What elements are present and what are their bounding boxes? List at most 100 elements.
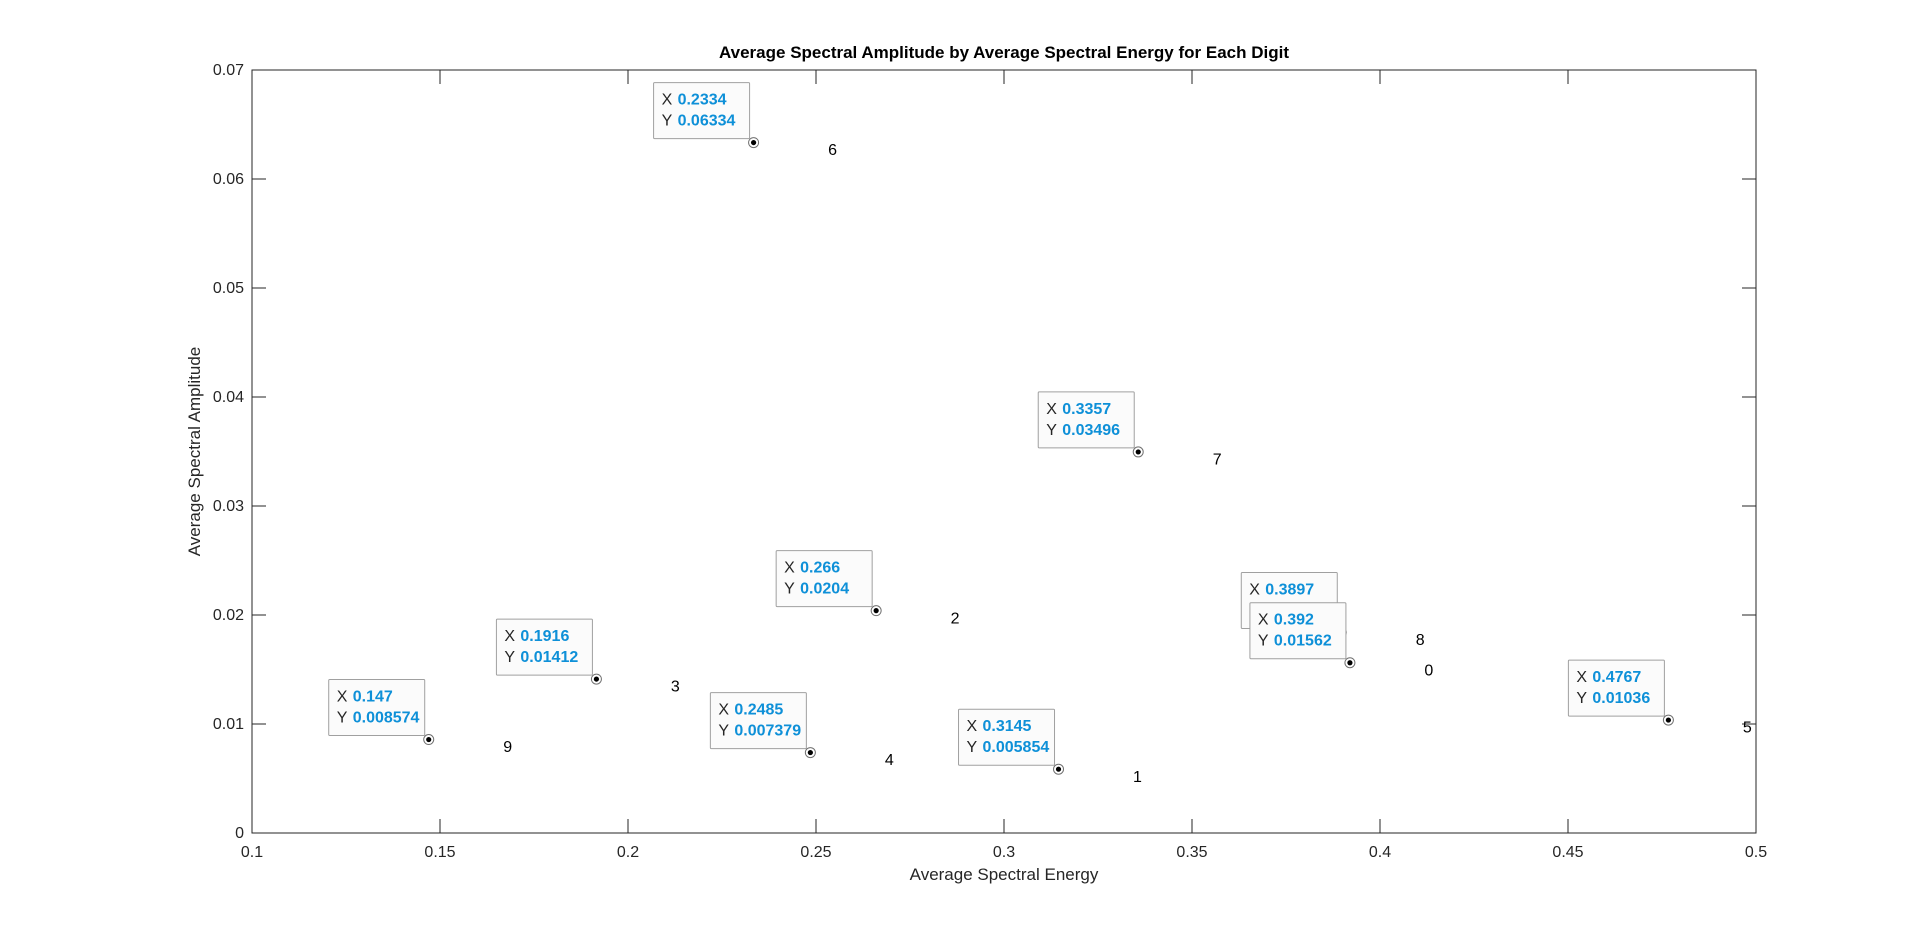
digit-label: 0 [1424,662,1433,679]
plot-box [251,69,1757,834]
datatip-x-value: 0.4767 [1592,669,1641,686]
datatip[interactable]: X 0.147 Y 0.008574 [328,679,435,746]
datatip-x-key: X [1046,401,1057,418]
y-tick-label: 0 [235,825,244,842]
datatip-box [653,82,751,140]
datatip[interactable]: X 0.3145 Y 0.005854 [958,708,1065,775]
digit-label: 8 [1416,632,1425,649]
datatip-x-key: X [1258,612,1269,629]
x-axis-title: Average Spectral Energy [910,865,1099,884]
datatip-y-key: Y [504,649,515,666]
x-tick-label: 0.4 [1369,844,1391,861]
chart-title: Average Spectral Amplitude by Average Sp… [719,43,1289,62]
datatip-y-key: Y [718,723,729,740]
datatip-y-key: Y [662,113,673,130]
x-tick-label: 0.25 [800,844,831,861]
datatip-x-value: 0.147 [353,689,393,706]
datatip-x-value: 0.3357 [1062,401,1111,418]
digit-label: 2 [951,610,960,627]
datatip-x-value: 0.2334 [678,92,727,109]
datatip-y-key: Y [337,710,348,727]
datatip-x-key: X [718,702,729,719]
x-tick-label: 0.15 [424,844,455,861]
datatip-box [328,679,426,737]
x-tick-label: 0.2 [617,844,639,861]
plot-axes: 0.1 0.15 0.2 0.25 0.3 0.35 0.4 0.45 0.5 0 0.01 0.02… [213,62,1767,861]
y-tick-label: 0.01 [213,716,244,733]
datatip-y-key: Y [1576,690,1587,707]
datatip[interactable]: X 0.266 Y 0.0204 [775,550,882,617]
y-tick-label: 0.06 [213,171,244,188]
datatip-x-key: X [504,628,515,645]
y-axis-title: Average Spectral Amplitude [185,347,204,556]
x-tick-label: 0.3 [993,844,1015,861]
datatip-x-value: 0.3145 [983,718,1032,735]
y-tick-label: 0.03 [213,498,244,515]
datatip-y-value: 0.0204 [800,581,849,598]
digit-label: 5 [1743,720,1752,737]
digit-label: 7 [1213,452,1222,469]
datatip-x-key: X [662,92,673,109]
datatip-x-value: 0.1916 [520,628,569,645]
datatip[interactable]: X 0.4767 Y 0.01036 [1567,659,1674,726]
datatip-y-value: 0.01412 [520,649,578,666]
datatip-y-key: Y [1046,422,1057,439]
datatip-x-value: 0.2485 [734,702,783,719]
x-tick-label: 0.5 [1745,844,1767,861]
datatip-box [1567,659,1665,717]
datatip-box [495,618,593,676]
y-tick-label: 0.05 [213,280,244,297]
data-point [873,608,879,614]
digit-label: 3 [671,679,680,696]
datatip-x-value: 0.266 [800,560,840,577]
datatip-box [709,692,807,750]
datatip[interactable]: X 0.2334 Y 0.06334 [653,82,760,149]
data-point [1055,766,1062,772]
data-point [807,749,813,756]
datatip[interactable]: X 0.2485 Y 0.007379 [709,692,816,759]
datatip[interactable]: X 0.3357 Y 0.03496 [1037,391,1144,458]
datatip-y-key: Y [784,581,795,598]
x-tick-label: 0.35 [1176,844,1207,861]
data-point [426,736,432,743]
data-point [1135,449,1141,455]
datatip-x-key: X [1576,669,1587,686]
data-point [1347,660,1353,666]
datatip-x-value: 0.392 [1274,612,1314,629]
plot-marks: 0 1 2 3 4 5 6 7 8 9 [503,142,1752,786]
y-tick-label: 0.02 [213,607,244,624]
x-tick-label: 0.1 [241,844,263,861]
x-tick-label: 0.45 [1552,844,1583,861]
datatip-x-key: X [337,689,348,706]
datatip-y-key: Y [967,739,978,756]
datatip-box [958,708,1056,766]
datatip-box [1037,391,1135,449]
datatip[interactable]: X 0.1916 Y 0.01412 [495,618,602,685]
datatip-y-value: 0.01036 [1592,690,1650,707]
data-point [593,676,600,682]
data-point [750,139,757,146]
datatip[interactable]: X 0.392 Y 0.01562 [1249,602,1356,669]
digit-label: 9 [503,739,512,756]
digit-label: 4 [885,752,894,769]
datatip-y-value: 0.008574 [353,710,420,727]
y-tick-label: 0.07 [213,62,244,79]
datatip-x-key: X [1249,582,1260,599]
datatip-x-key: X [967,718,978,735]
datatip-x-key: X [784,560,795,577]
digit-label: 1 [1133,769,1142,786]
datatip-x-value: 0.3897 [1265,582,1314,599]
datatip-y-value: 0.007379 [734,723,801,740]
datatip-box [1249,602,1347,660]
datatip-y-value: 0.01562 [1274,633,1332,650]
data-point [1665,717,1671,723]
datatip-y-value: 0.03496 [1062,422,1120,439]
datatip-box [775,550,873,608]
digit-label: 6 [828,142,837,159]
datatip-y-key: Y [1258,633,1269,650]
datatip-y-value: 0.06334 [678,113,736,130]
datatip-y-value: 0.005854 [983,739,1050,756]
datatips: X 0.2334 Y 0.06334 X 0.3357 Y 0.03496 X 0.266 Y 0.0… [328,82,1674,775]
y-tick-label: 0.04 [213,389,244,406]
